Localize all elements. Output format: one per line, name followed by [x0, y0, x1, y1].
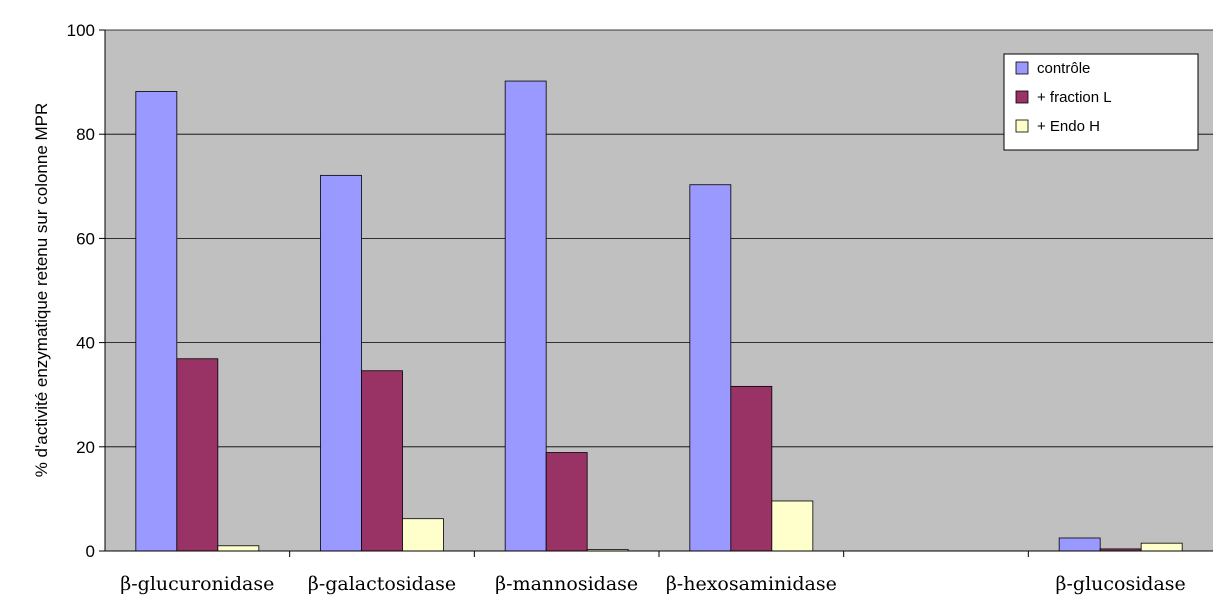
x-tick-label: β-hexosaminidase: [666, 573, 837, 595]
bar-3-0: [689, 184, 732, 552]
x-tick-label: β-galactosidase: [308, 573, 456, 595]
y-tick-label: 40: [76, 334, 95, 353]
bar-3-2: [771, 500, 814, 552]
bar-0-2: [217, 545, 260, 552]
bar-1-1: [361, 370, 403, 552]
bar-5-0: [1058, 537, 1101, 552]
x-tick-label: β-glucosidase: [1056, 573, 1186, 595]
axes: [99, 29, 1213, 557]
bars: [135, 80, 1183, 552]
bar-2-0: [504, 80, 547, 552]
legend-label: contrôle: [1037, 60, 1090, 77]
x-tick-label: β-glucuronidase: [120, 573, 274, 595]
bar-2-1: [545, 452, 588, 552]
y-tick-label: 0: [86, 542, 95, 561]
y-tick-label: 60: [76, 229, 95, 248]
legend-swatch: [1015, 61, 1029, 75]
y-tick-label: 20: [76, 438, 95, 457]
legend-box: [1003, 53, 1199, 151]
bar-1-0: [320, 174, 362, 552]
bar-5-2: [1140, 542, 1183, 552]
legend-swatch: [1015, 119, 1029, 133]
y-tick-label: 100: [67, 21, 95, 40]
y-axis-label: % d'activité enzymatique retenu sur colo…: [32, 103, 51, 478]
bar-3-1: [730, 385, 773, 552]
x-tick-label: β-mannosidase: [495, 573, 638, 595]
bar-0-0: [135, 91, 178, 552]
y-tick-labels: 0 20 40 60 80 100: [67, 21, 95, 561]
bar-0-1: [176, 358, 219, 552]
legend-label: + Endo H: [1037, 118, 1100, 135]
x-tick-labels: β-glucuronidase β-galactosidase β-mannosid…: [120, 573, 1186, 595]
bar-1-2: [402, 518, 444, 552]
legend-swatch: [1015, 90, 1029, 104]
gridlines: [105, 29, 1213, 448]
y-tick-label: 80: [76, 125, 95, 144]
legend-label: + fraction L: [1037, 89, 1112, 106]
legend: contrôle + fraction L + Endo H: [1003, 53, 1199, 151]
